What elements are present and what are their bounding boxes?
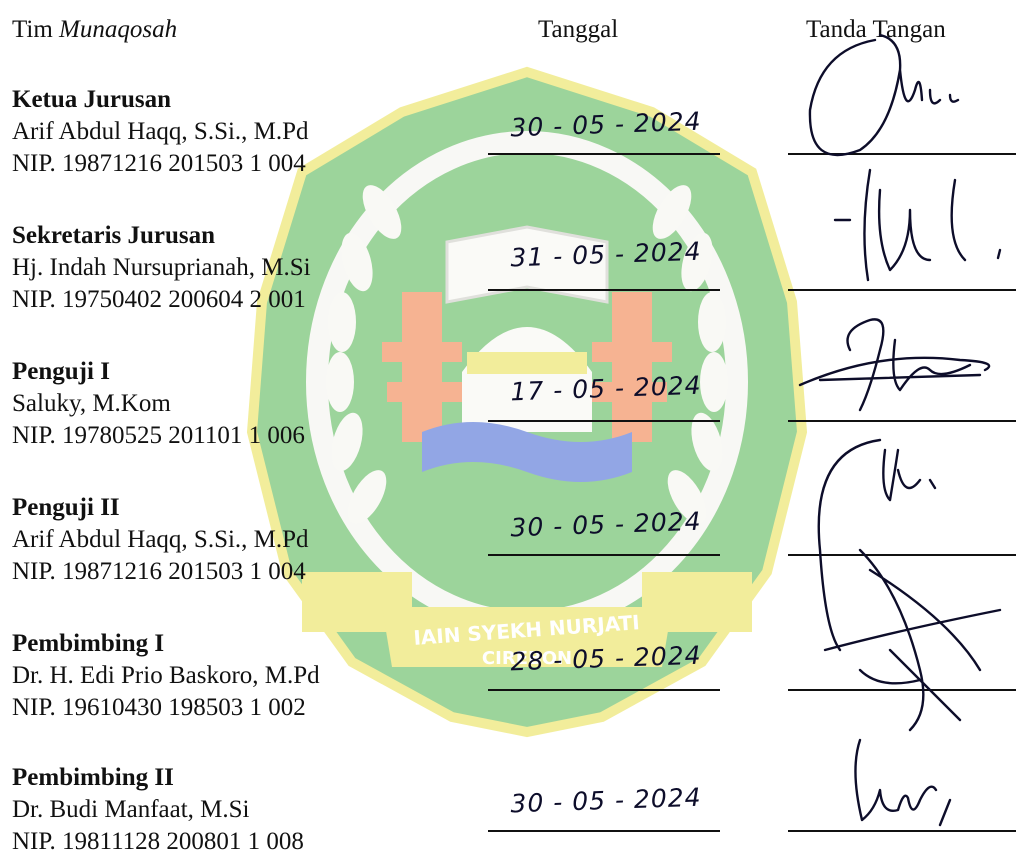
date-line bbox=[488, 153, 720, 155]
member-name: Arif Abdul Haqq, S.Si., M.Pd bbox=[12, 526, 309, 553]
date-line bbox=[488, 554, 720, 556]
member-role: Sekretaris Jurusan bbox=[12, 222, 216, 249]
date-line bbox=[488, 420, 720, 422]
member-block-sekretaris-jurusan: Sekretaris Jurusan Hj. Indah Nursupriana… bbox=[12, 220, 482, 316]
signature-penguji-2 bbox=[817, 438, 937, 652]
signature-ketua-jurusan bbox=[808, 33, 960, 156]
member-name: Dr. Budi Manfaat, M.Si bbox=[12, 796, 250, 823]
logo-ribbon bbox=[382, 607, 672, 667]
logo-yellow-bar bbox=[467, 352, 587, 374]
date-column-header: Tanggal bbox=[538, 16, 619, 43]
team-header-prefix: Tim bbox=[12, 16, 60, 43]
signature-pembimbing-1 bbox=[823, 548, 1002, 732]
institution-logo-watermark: IAIN SYEKH NURJATI CIREBON bbox=[246, 66, 808, 738]
signature-column-header: Tanda Tangan bbox=[806, 16, 946, 43]
logo-blue-waves bbox=[422, 422, 632, 482]
logo-orange-towers bbox=[382, 292, 672, 442]
member-block-pembimbing-2: Pembimbing II Dr. Budi Manfaat, M.Si NIP… bbox=[12, 762, 482, 858]
member-block-penguji-1: Penguji I Saluky, M.Kom NIP. 19780525 20… bbox=[12, 356, 482, 452]
member-nip: NIP. 19811128 200801 1 008 bbox=[12, 828, 304, 855]
member-nip: NIP. 19780525 201101 1 006 bbox=[12, 422, 305, 449]
logo-wheat-left bbox=[326, 185, 402, 524]
date-line bbox=[488, 689, 720, 691]
signature-line bbox=[788, 153, 1016, 155]
signature-line bbox=[788, 420, 1016, 422]
logo-wheat-right bbox=[652, 185, 728, 524]
logo-book bbox=[445, 225, 609, 304]
handwritten-date: 30 - 05 - 2024 bbox=[510, 782, 702, 819]
signature-pembimbing-2 bbox=[854, 738, 952, 827]
signature-line bbox=[788, 689, 1016, 691]
signature-penguji-1 bbox=[798, 318, 991, 412]
member-role: Penguji I bbox=[12, 358, 110, 385]
member-name: Dr. H. Edi Prio Baskoro, M.Pd bbox=[12, 662, 320, 689]
member-nip: NIP. 19871216 201503 1 004 bbox=[12, 558, 306, 585]
member-block-ketua-jurusan: Ketua Jurusan Arif Abdul Haqq, S.Si., M.… bbox=[12, 84, 482, 180]
member-block-pembimbing-1: Pembimbing I Dr. H. Edi Prio Baskoro, M.… bbox=[12, 628, 482, 724]
signature-line bbox=[788, 830, 1016, 832]
member-role: Ketua Jurusan bbox=[12, 86, 172, 113]
signature-area bbox=[798, 33, 1002, 827]
signature-line bbox=[788, 289, 1016, 291]
date-line bbox=[488, 289, 720, 291]
team-header-name: Munaqosah bbox=[59, 16, 178, 43]
member-role: Penguji II bbox=[12, 494, 120, 521]
member-nip: NIP. 19871216 201503 1 004 bbox=[12, 150, 306, 177]
member-nip: NIP. 19750402 200604 2 001 bbox=[12, 286, 306, 313]
date-line bbox=[488, 830, 720, 832]
member-role: Pembimbing I bbox=[12, 630, 165, 657]
member-block-penguji-2: Penguji II Arif Abdul Haqq, S.Si., M.Pd … bbox=[12, 492, 482, 588]
member-name: Arif Abdul Haqq, S.Si., M.Pd bbox=[12, 118, 309, 145]
logo-ribbon-subtext: CIREBON bbox=[482, 648, 572, 669]
member-role: Pembimbing II bbox=[12, 764, 174, 791]
team-header: Tim Munaqosah bbox=[12, 14, 177, 46]
member-name: Hj. Indah Nursuprianah, M.Si bbox=[12, 254, 311, 281]
signature-sekretaris-jurusan bbox=[833, 168, 1002, 282]
signature-line bbox=[788, 554, 1016, 556]
member-name: Saluky, M.Kom bbox=[12, 390, 171, 417]
member-nip: NIP. 19610430 198503 1 002 bbox=[12, 694, 306, 721]
